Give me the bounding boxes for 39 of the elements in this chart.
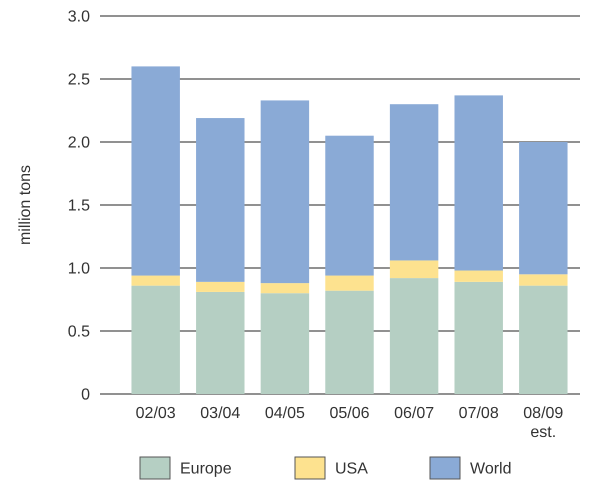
y-tick-label: 2.5	[68, 72, 90, 89]
legend-label: USA	[335, 460, 368, 478]
bar	[196, 292, 245, 394]
bar	[260, 293, 310, 394]
legend-label: World	[470, 460, 512, 478]
y-tick-label: 1.0	[68, 260, 90, 278]
bar	[260, 283, 310, 294]
y-tick-label: 2.0	[68, 134, 90, 152]
y-tick-label: 1.5	[68, 198, 90, 215]
x-tick-label: 08/09 est.	[523, 405, 564, 441]
y-tick-label: 0	[81, 386, 90, 404]
x-tick-label: 07/08	[458, 405, 499, 422]
bar	[196, 282, 245, 292]
x-tick-label: 03/04	[200, 405, 240, 422]
x-tick-label: 05/06	[329, 405, 370, 422]
bar	[454, 282, 503, 394]
x-tick-label: 04/05	[264, 405, 306, 422]
x-tick-label: 02/03	[136, 405, 176, 422]
bar	[260, 100, 310, 284]
bar	[196, 118, 245, 282]
bar	[131, 276, 180, 286]
bar	[519, 286, 568, 394]
bar	[325, 136, 374, 276]
bar	[519, 142, 568, 274]
bar	[519, 274, 568, 286]
y-tick-label: 3.0	[68, 8, 90, 26]
y-axis-title: million tons	[17, 164, 34, 246]
bar	[390, 278, 438, 394]
legend-label: Europe	[180, 460, 232, 478]
bar	[131, 286, 180, 394]
bar	[131, 66, 180, 276]
bar	[325, 276, 374, 291]
x-tick-label: 06/07	[394, 405, 434, 422]
bar	[454, 270, 503, 282]
bar	[454, 95, 503, 271]
bar	[325, 290, 374, 394]
bar	[390, 104, 438, 260]
bar	[390, 260, 438, 278]
y-tick-label: 0.5	[68, 324, 90, 341]
